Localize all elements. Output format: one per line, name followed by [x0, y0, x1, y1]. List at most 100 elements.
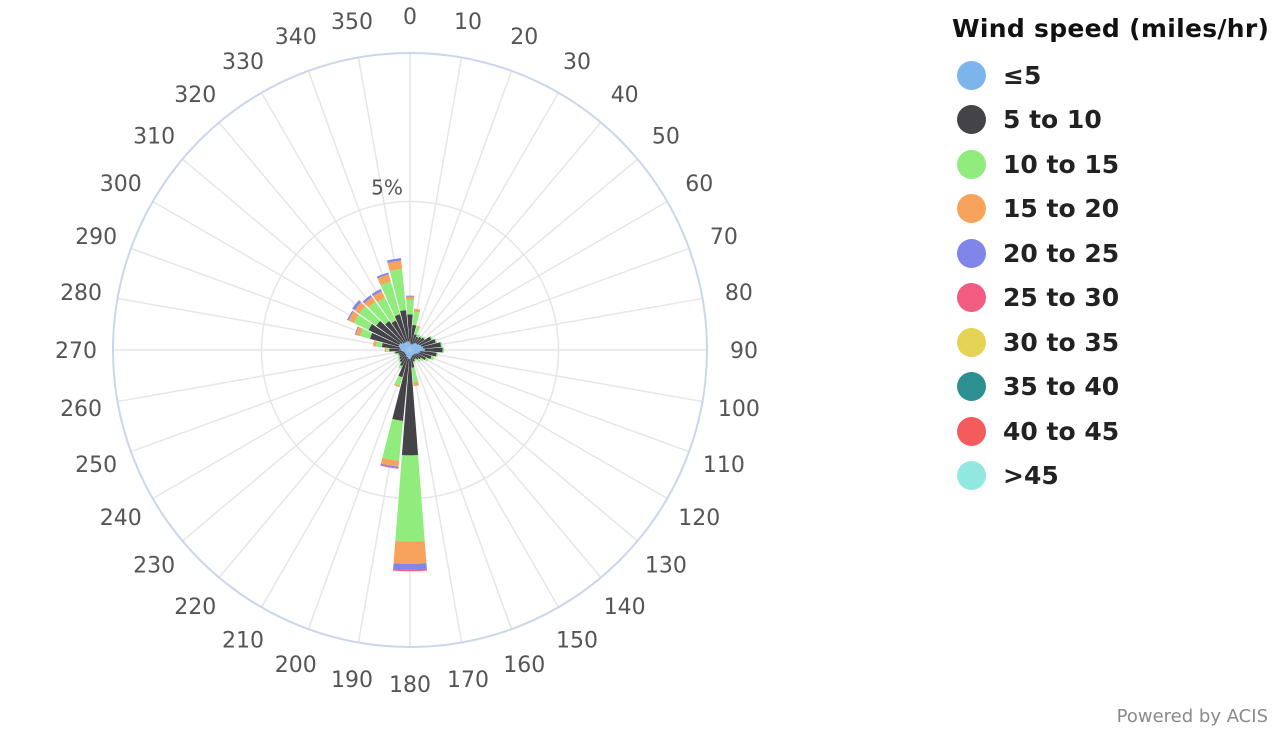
bar-segment[interactable]: [406, 299, 414, 315]
bar-segment[interactable]: [410, 342, 417, 350]
bar-segment[interactable]: [410, 350, 417, 355]
bar-segment[interactable]: [413, 308, 421, 313]
bar-segment[interactable]: [414, 327, 420, 336]
bar-segment[interactable]: [418, 336, 432, 346]
legend-item[interactable]: 35 to 40: [952, 365, 1272, 410]
bar-segment[interactable]: [410, 350, 421, 353]
bar-segment[interactable]: [393, 569, 427, 572]
bar-segment[interactable]: [405, 350, 410, 355]
bar-segment[interactable]: [354, 302, 366, 314]
bar-segment[interactable]: [413, 381, 420, 387]
bar-segment[interactable]: [380, 457, 400, 467]
bar-segment[interactable]: [381, 342, 400, 349]
bar-segment[interactable]: [405, 296, 415, 300]
bar-segment[interactable]: [394, 314, 408, 342]
bar-segment[interactable]: [387, 260, 403, 271]
bar-segment[interactable]: [398, 356, 408, 378]
bar-segment[interactable]: [405, 350, 410, 355]
bar-segment[interactable]: [416, 337, 425, 345]
bar-segment[interactable]: [404, 341, 410, 350]
bar-segment[interactable]: [347, 310, 354, 321]
bar-segment[interactable]: [368, 301, 390, 325]
bar-segment[interactable]: [411, 367, 419, 383]
bar-segment[interactable]: [410, 346, 424, 350]
bar-segment[interactable]: [420, 338, 436, 347]
bar-segment[interactable]: [401, 342, 410, 350]
bar-segment[interactable]: [398, 360, 402, 364]
bar-segment[interactable]: [393, 563, 427, 570]
bar-segment[interactable]: [422, 336, 426, 340]
bar-segment[interactable]: [413, 354, 419, 360]
credit-text[interactable]: Powered by ACIS: [1116, 706, 1268, 727]
bar-segment[interactable]: [402, 350, 410, 352]
bar-segment[interactable]: [416, 358, 421, 363]
bar-segment[interactable]: [416, 325, 421, 329]
legend-item[interactable]: 40 to 45: [952, 409, 1272, 454]
bar-segment[interactable]: [398, 351, 405, 355]
bar-segment[interactable]: [410, 348, 425, 352]
bar-segment[interactable]: [400, 310, 410, 342]
bar-segment[interactable]: [377, 297, 396, 324]
bar-segment[interactable]: [376, 341, 383, 348]
bar-segment[interactable]: [404, 350, 410, 353]
bar-segment[interactable]: [414, 353, 421, 360]
bar-segment[interactable]: [407, 350, 410, 359]
bar-segment[interactable]: [416, 353, 427, 361]
bar-segment[interactable]: [373, 340, 377, 347]
legend-item[interactable]: >45: [952, 454, 1272, 499]
bar-segment[interactable]: [419, 335, 423, 339]
bar-segment[interactable]: [401, 349, 410, 351]
bar-segment[interactable]: [422, 342, 442, 349]
bar-segment[interactable]: [414, 358, 417, 361]
bar-segment[interactable]: [401, 358, 419, 456]
bar-segment[interactable]: [380, 463, 399, 469]
legend-item[interactable]: ≤5: [952, 53, 1272, 98]
bar-segment[interactable]: [434, 338, 438, 343]
bar-segment[interactable]: [410, 345, 422, 350]
bar-segment[interactable]: [355, 326, 363, 337]
bar-segment[interactable]: [410, 324, 417, 345]
bar-segment[interactable]: [410, 350, 414, 356]
bar-segment[interactable]: [424, 357, 429, 362]
bar-segment[interactable]: [391, 320, 407, 343]
bar-segment[interactable]: [420, 351, 437, 357]
bar-segment[interactable]: [377, 274, 391, 286]
bar-segment[interactable]: [410, 344, 420, 350]
bar-segment[interactable]: [392, 358, 410, 421]
legend-item[interactable]: 5 to 10: [952, 98, 1272, 143]
legend-item[interactable]: 25 to 30: [952, 276, 1272, 321]
bar-segment[interactable]: [410, 350, 413, 356]
bar-segment[interactable]: [399, 354, 407, 363]
bar-segment[interactable]: [440, 341, 443, 347]
bar-segment[interactable]: [416, 333, 421, 338]
bar-segment[interactable]: [406, 341, 410, 350]
bar-segment[interactable]: [359, 306, 381, 326]
bar-segment[interactable]: [376, 272, 389, 279]
bar-segment[interactable]: [411, 334, 417, 345]
bar-segment[interactable]: [380, 281, 401, 317]
bar-segment[interactable]: [435, 352, 439, 358]
bar-segment[interactable]: [399, 356, 407, 367]
bar-segment[interactable]: [353, 314, 373, 331]
bar-segment[interactable]: [405, 295, 415, 297]
bar-segment[interactable]: [410, 344, 412, 350]
bar-segment[interactable]: [399, 353, 406, 360]
bar-segment[interactable]: [397, 353, 400, 356]
bar-segment[interactable]: [442, 347, 445, 353]
bar-segment[interactable]: [362, 294, 372, 304]
bar-segment[interactable]: [348, 311, 359, 324]
bar-segment[interactable]: [399, 347, 410, 350]
bar-segment[interactable]: [371, 288, 382, 297]
bar-segment[interactable]: [407, 314, 413, 343]
bar-segment[interactable]: [395, 455, 425, 542]
bar-segment[interactable]: [385, 321, 405, 344]
bar-segment[interactable]: [410, 343, 418, 350]
bar-segment[interactable]: [403, 342, 410, 350]
bar-segment[interactable]: [397, 355, 401, 358]
bar-segment[interactable]: [415, 336, 422, 344]
bar-segment[interactable]: [393, 541, 427, 564]
bar-segment[interactable]: [399, 352, 406, 357]
bar-segment[interactable]: [407, 341, 410, 350]
bar-segment[interactable]: [380, 465, 399, 469]
legend-item[interactable]: 20 to 25: [952, 231, 1272, 276]
